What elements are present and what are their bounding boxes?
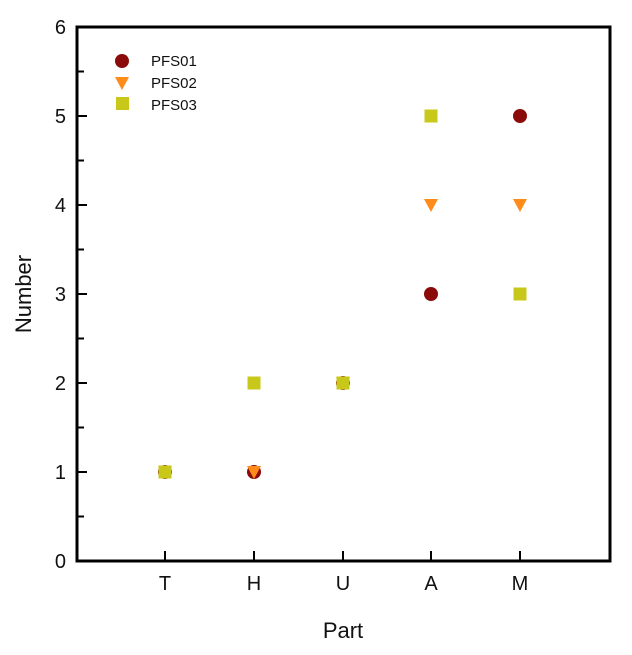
x-tick-label-h: H <box>247 573 261 595</box>
legend-label-pfs02: PFS02 <box>151 75 197 92</box>
point-pfs03-a <box>424 109 438 123</box>
y-tick-label: 2 <box>55 373 66 395</box>
y-tick-label: 6 <box>55 17 66 39</box>
plot-frame <box>75 25 612 563</box>
point-pfs02-m <box>513 199 527 212</box>
y-axis-ticks: 0 1 2 3 4 5 6 <box>55 17 87 573</box>
point-pfs03-t <box>158 465 172 479</box>
point-pfs01-m <box>513 109 527 123</box>
legend-triangle-down-icon <box>115 77 129 90</box>
y-tick-label: 5 <box>55 106 66 128</box>
x-tick-label-u: U <box>336 573 350 595</box>
point-pfs01-a <box>424 287 438 301</box>
y-tick-label: 3 <box>55 284 66 306</box>
y-tick-label: 0 <box>55 551 66 573</box>
point-pfs03-m <box>513 287 527 301</box>
y-tick-label: 1 <box>55 462 66 484</box>
legend-label-pfs01: PFS01 <box>151 53 197 70</box>
legend-circle-icon <box>115 54 129 68</box>
x-tick-label-m: M <box>512 573 529 595</box>
x-tick-label-t: T <box>159 573 171 595</box>
point-pfs03-u <box>336 376 350 390</box>
x-axis-title: Part <box>323 618 363 643</box>
x-tick-label-a: A <box>424 573 438 595</box>
y-tick-label: 4 <box>55 195 66 217</box>
point-pfs02-a <box>424 199 438 212</box>
legend: PFS01 PFS02 PFS03 <box>115 53 197 114</box>
data-points <box>158 109 527 479</box>
y-axis-title: Number <box>11 255 36 333</box>
legend-square-icon <box>116 97 129 110</box>
point-pfs02-h <box>247 466 261 479</box>
legend-label-pfs03: PFS03 <box>151 97 197 114</box>
point-pfs03-h <box>247 376 261 390</box>
